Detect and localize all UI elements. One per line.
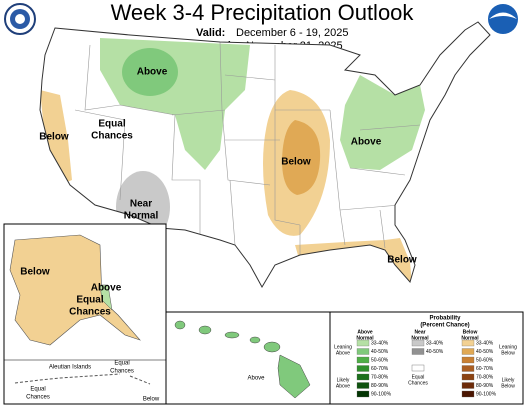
legend-range: 80-90%	[476, 383, 494, 389]
legend-range: 40-50%	[476, 349, 494, 355]
legend-label: Likely	[337, 377, 350, 383]
region-label: Chances	[69, 307, 111, 318]
legend-swatch	[356, 339, 370, 347]
hawaii-islands	[174, 320, 311, 399]
legend-range: 33-40%	[371, 340, 389, 346]
legend-heading: Above	[357, 329, 373, 335]
legend-label: Below	[501, 383, 515, 389]
legend-range: 33-40%	[476, 340, 494, 346]
legend-range: 33-40%	[426, 340, 444, 346]
region-label: Above	[351, 137, 382, 148]
legend-range: 70-80%	[476, 374, 494, 380]
region-label: Near	[130, 199, 152, 210]
alaska-above	[99, 284, 113, 311]
legend-swatch	[461, 382, 475, 389]
legend-swatch	[461, 373, 475, 381]
legend-heading: Normal	[411, 335, 429, 341]
legend-label: Above	[336, 383, 350, 389]
legend-range: 70-80%	[371, 374, 389, 380]
legend-swatch	[411, 348, 425, 355]
hawaii-inset	[165, 311, 331, 405]
legend-heading: Near	[414, 329, 425, 335]
legend-swatch	[461, 365, 475, 372]
region-label: Below	[20, 267, 50, 278]
title: Week 3-4 Precipitation Outlook	[111, 0, 415, 25]
legend-swatch	[461, 348, 475, 355]
legend-label: Chances	[408, 380, 428, 386]
conus-outline	[39, 21, 491, 289]
legend-swatch	[356, 382, 370, 389]
legend-title: (Percent Chance)	[420, 323, 469, 329]
legend-swatch	[356, 365, 370, 372]
legend-label: Equal	[412, 374, 425, 380]
legend-swatch	[356, 356, 370, 364]
legend-swatch	[461, 356, 475, 364]
legend-label: Leaning	[334, 344, 352, 350]
legend-heading: Normal	[461, 335, 479, 341]
legend-content: Probability(Percent Chance)AboveNormal33…	[334, 316, 517, 398]
region-label: Equal	[114, 361, 129, 367]
noaa-logo	[488, 4, 518, 34]
legend-swatch	[356, 348, 370, 355]
region-label: Above	[247, 376, 265, 382]
region-label: Equal	[98, 119, 125, 130]
legend-swatch	[411, 364, 425, 372]
legend-range: 90-100%	[476, 391, 497, 397]
legend-swatch	[461, 339, 475, 347]
region-label: Chances	[26, 395, 50, 401]
legend-heading: Normal	[356, 335, 374, 341]
aleutian-islands	[14, 373, 151, 385]
region-label: Aleutian Islands	[49, 365, 91, 371]
legend-label: Above	[336, 350, 350, 356]
legend-range: 80-90%	[371, 383, 389, 389]
region-label: Below	[143, 397, 160, 403]
region-label: Chances	[110, 369, 134, 375]
legend-range: 40-50%	[371, 349, 389, 355]
region-label: Above	[137, 67, 168, 78]
region-label: Normal	[124, 211, 159, 222]
legend-title: Probability	[429, 316, 461, 322]
doc-logo	[4, 3, 36, 35]
region-label: Below	[39, 132, 69, 143]
hawaii-labels: Above	[247, 376, 265, 382]
region-label: Chances	[91, 131, 133, 142]
valid-label: Valid:	[196, 27, 225, 39]
legend-range: 50-60%	[476, 357, 494, 363]
legend-range: 40-50%	[426, 349, 444, 355]
legend-range: 50-60%	[371, 357, 389, 363]
legend-range: 60-70%	[476, 366, 494, 372]
region-label: Below	[281, 157, 311, 168]
legend-swatch	[356, 390, 370, 398]
legend-swatch	[356, 373, 370, 381]
legend-swatch	[411, 339, 425, 347]
legend-range: 90-100%	[371, 391, 392, 397]
legend-swatch	[461, 390, 475, 398]
region-label: Equal	[76, 295, 103, 306]
legend-label: Leaning	[499, 344, 517, 350]
alaska	[9, 234, 141, 346]
region-label: Equal	[30, 387, 45, 393]
valid-dates: December 6 - 19, 2025	[236, 27, 349, 39]
legend-heading: Below	[463, 329, 478, 335]
region-label: Above	[91, 283, 122, 294]
legend-label: Likely	[502, 377, 515, 383]
legend-range: 60-70%	[371, 366, 389, 372]
region-label: Below	[387, 255, 417, 266]
legend-label: Below	[501, 350, 515, 356]
